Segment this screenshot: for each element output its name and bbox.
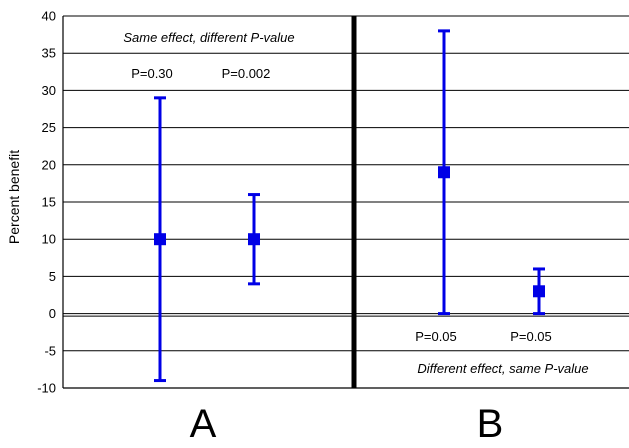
y-tick-label: -10 (37, 381, 56, 396)
annotations: A Same effect, different P-value P=0.30 P=0… (123, 30, 588, 446)
y-tick-label: 0 (49, 306, 56, 321)
y-tick-label: 20 (42, 157, 56, 172)
panel-label-a: A (190, 402, 217, 443)
p-value-label: P=0.30 (131, 66, 173, 81)
y-axis-label: Percent benefit (6, 150, 22, 244)
estimate-marker (533, 285, 545, 298)
y-tick-label: 25 (42, 120, 56, 135)
y-tick-label: -5 (44, 343, 56, 358)
estimate-marker (154, 233, 166, 246)
y-tick-label: 10 (42, 232, 56, 247)
panel-note: Different effect, same P-value (417, 361, 588, 376)
p-value-label: P=0.05 (415, 329, 457, 344)
y-tick-label: 40 (42, 9, 56, 24)
error-bars (154, 29, 545, 383)
y-tick-labels: 40 35 30 25 20 15 10 5 0 -5 -10 (37, 9, 56, 396)
estimate-marker (438, 166, 450, 179)
estimate-marker (248, 233, 260, 246)
panel-note: Same effect, different P-value (123, 30, 294, 45)
y-tick-label: 15 (42, 195, 56, 210)
y-tick-label: 5 (49, 269, 56, 284)
y-tick-label: 30 (42, 83, 56, 98)
panel-label-b: B (477, 402, 504, 443)
axes (62, 16, 629, 389)
p-value-label: P=0.002 (222, 66, 271, 81)
p-value-label: P=0.05 (510, 329, 552, 344)
y-tick-label: 35 (42, 46, 56, 61)
